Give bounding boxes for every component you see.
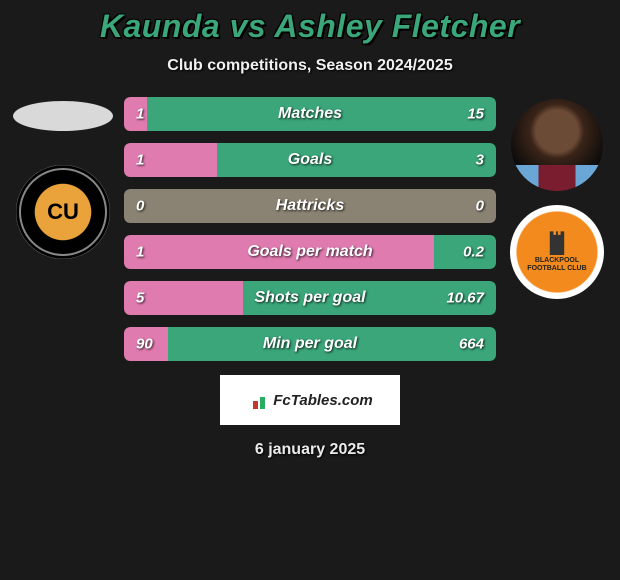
player2-club-badge-text: BLACKPOOL FOOTBALL CLUB (524, 257, 590, 272)
player1-club-badge-text: CU (47, 199, 79, 225)
stat-row: 1 0.2 Goals per match (124, 235, 496, 269)
stat-value-right: 3 (476, 152, 484, 169)
stat-row: 5 10.67 Shots per goal (124, 281, 496, 315)
stat-label: Matches (278, 105, 342, 123)
stat-row: 0 0 Hattricks (124, 189, 496, 223)
stat-value-left: 1 (136, 244, 144, 261)
fctables-icon (247, 391, 267, 409)
stat-value-right: 15 (467, 106, 484, 123)
stat-value-left: 1 (136, 152, 144, 169)
stat-row: 1 15 Matches (124, 97, 496, 131)
player2-club-badge: BLACKPOOL FOOTBALL CLUB (510, 205, 604, 299)
stat-value-left: 5 (136, 290, 144, 307)
stat-value-right: 10.67 (446, 290, 484, 307)
comparison-container: CU 1 15 Matches 1 3 Goals 0 0 Hattricks 1 0.2 Goals… (0, 97, 620, 361)
tower-icon (548, 231, 566, 255)
stat-value-left: 1 (136, 106, 144, 123)
subtitle: Club competitions, Season 2024/2025 (0, 57, 620, 75)
stat-row: 90 664 Min per goal (124, 327, 496, 361)
stat-value-right: 0 (476, 198, 484, 215)
stat-value-right: 0.2 (463, 244, 484, 261)
source-text: FcTables.com (273, 392, 372, 409)
player1-club-badge: CU (16, 165, 110, 259)
page-title: Kaunda vs Ashley Fletcher (0, 0, 620, 45)
stat-label: Hattricks (276, 197, 344, 215)
stat-label: Min per goal (263, 335, 357, 353)
left-player-column: CU (8, 97, 118, 259)
stat-value-left: 0 (136, 198, 144, 215)
player1-avatar (13, 101, 113, 131)
stat-value-left: 90 (136, 336, 153, 353)
stat-value-right: 664 (459, 336, 484, 353)
stats-chart: 1 15 Matches 1 3 Goals 0 0 Hattricks 1 0.2 Goals pe… (118, 97, 502, 361)
player2-avatar (511, 99, 603, 191)
stat-row: 1 3 Goals (124, 143, 496, 177)
date-label: 6 january 2025 (0, 441, 620, 459)
right-player-column: BLACKPOOL FOOTBALL CLUB (502, 97, 612, 299)
stat-label: Goals (288, 151, 332, 169)
stat-label: Goals per match (247, 243, 372, 261)
source-badge: FcTables.com (220, 375, 400, 425)
bar-right (217, 143, 496, 177)
stat-label: Shots per goal (254, 289, 365, 307)
